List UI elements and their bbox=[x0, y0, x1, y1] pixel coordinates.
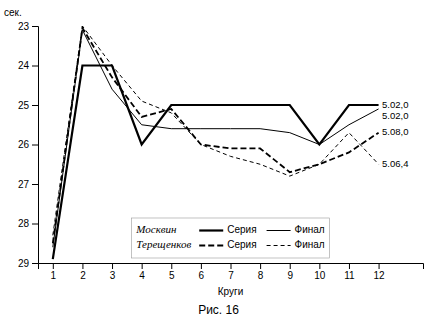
x-tick-label: 6 bbox=[199, 270, 205, 281]
y-tick-label: 25 bbox=[18, 100, 30, 111]
y-tick-mark bbox=[32, 263, 38, 264]
x-tick-label: 10 bbox=[314, 270, 326, 281]
y-tick: 27 bbox=[18, 179, 38, 190]
x-tick-mark bbox=[53, 263, 54, 269]
x-tick: 12 bbox=[374, 263, 386, 281]
legend-swatch bbox=[267, 230, 291, 231]
annotations: 5.02,05.02,0 5.08,0 5.06,4 bbox=[382, 99, 408, 169]
legend-swatch bbox=[199, 245, 223, 247]
x-tick: 4 bbox=[139, 263, 145, 281]
chart: 123456789101112232425262728295.02,05.02,… bbox=[0, 0, 437, 321]
line bbox=[53, 66, 379, 260]
y-tick: 28 bbox=[18, 218, 38, 229]
y-tick: 23 bbox=[18, 21, 38, 32]
x-tick-label: 9 bbox=[287, 270, 293, 281]
x-tick-mark bbox=[201, 263, 202, 269]
y-tick-label: 24 bbox=[18, 60, 30, 71]
x-tick-label: 4 bbox=[139, 270, 145, 281]
legend-group: Терещенков bbox=[136, 238, 191, 250]
y-tick-mark bbox=[32, 105, 38, 106]
x-tick-mark bbox=[82, 263, 83, 269]
y-tick: 25 bbox=[18, 100, 38, 111]
x-tick-label: 2 bbox=[80, 270, 86, 281]
x-tick-label: 1 bbox=[51, 270, 57, 281]
y-tick-label: 29 bbox=[18, 258, 30, 269]
y-tick: 24 bbox=[18, 60, 38, 71]
x-tick-label: 5 bbox=[169, 270, 175, 281]
x-tick: 10 bbox=[314, 263, 326, 281]
y-axis-line bbox=[32, 27, 39, 264]
x-tick: 9 bbox=[287, 263, 293, 281]
x-axis: 123456789101112 bbox=[39, 263, 424, 281]
legend-label: Финал bbox=[295, 224, 325, 235]
y-tick-label: 27 bbox=[18, 179, 30, 190]
y-tick-mark bbox=[32, 26, 38, 27]
x-tick: 1 bbox=[51, 263, 57, 281]
x-tick-label: 3 bbox=[110, 270, 116, 281]
x-tick-mark bbox=[171, 263, 172, 269]
x-tick: 6 bbox=[199, 263, 205, 281]
x-tick-label: 7 bbox=[228, 270, 234, 281]
annotation: 5.02,0 bbox=[382, 110, 408, 121]
x-tick-mark bbox=[319, 263, 320, 269]
x-tick-mark bbox=[142, 263, 143, 269]
x-tick-label: 8 bbox=[258, 270, 264, 281]
x-axis-title: Круги bbox=[218, 286, 244, 297]
legend-label: Финал bbox=[295, 239, 325, 250]
y-tick-label: 23 bbox=[18, 21, 30, 32]
annotation: 5.08,0 bbox=[382, 126, 408, 137]
x-tick-mark bbox=[379, 263, 380, 269]
y-tick-mark bbox=[32, 145, 38, 146]
x-tick: 5 bbox=[169, 263, 175, 281]
legend-group: Москвин bbox=[135, 223, 177, 235]
y-axis-title: сек. bbox=[4, 7, 22, 18]
y-tick-label: 28 bbox=[18, 218, 30, 229]
x-tick: 3 bbox=[110, 263, 116, 281]
x-tick-mark bbox=[290, 263, 291, 269]
x-tick: 7 bbox=[228, 263, 234, 281]
legend-label: Серия bbox=[227, 224, 256, 235]
legend-label: Серия bbox=[227, 239, 256, 250]
legend-swatch bbox=[267, 245, 291, 246]
plot: 123456789101112232425262728295.02,05.02,… bbox=[18, 21, 424, 281]
x-axis-line bbox=[39, 264, 424, 270]
y-tick-mark bbox=[32, 184, 38, 185]
x-tick: 2 bbox=[80, 263, 86, 281]
x-tick: 11 bbox=[344, 263, 355, 281]
line bbox=[53, 26, 379, 235]
x-tick-mark bbox=[260, 263, 261, 269]
legend-swatch bbox=[199, 229, 223, 231]
x-tick-mark bbox=[112, 263, 113, 269]
y-tick-label: 26 bbox=[18, 139, 30, 150]
legend-frame bbox=[131, 218, 329, 258]
y-tick: 26 bbox=[18, 139, 38, 150]
x-tick: 8 bbox=[258, 263, 264, 281]
x-tick-mark bbox=[231, 263, 232, 269]
x-tick-label: 12 bbox=[374, 270, 386, 281]
line bbox=[53, 30, 379, 247]
line bbox=[53, 28, 379, 243]
annotation: 5.02,0 bbox=[382, 99, 408, 110]
x-tick-label: 11 bbox=[344, 270, 355, 281]
y-tick-mark bbox=[32, 224, 38, 225]
y-tick: 29 bbox=[18, 258, 38, 269]
x-tick-mark bbox=[349, 263, 350, 269]
y-tick-mark bbox=[32, 66, 38, 67]
annotation: 5.06,4 bbox=[382, 158, 408, 169]
lines bbox=[53, 26, 379, 259]
y-axis: 23 24 25 26 27 28 29 bbox=[18, 21, 39, 269]
legend: Москвин Терещенков Серия Финал Серия Финал bbox=[131, 218, 329, 258]
title: Рис. 16 bbox=[198, 303, 239, 317]
